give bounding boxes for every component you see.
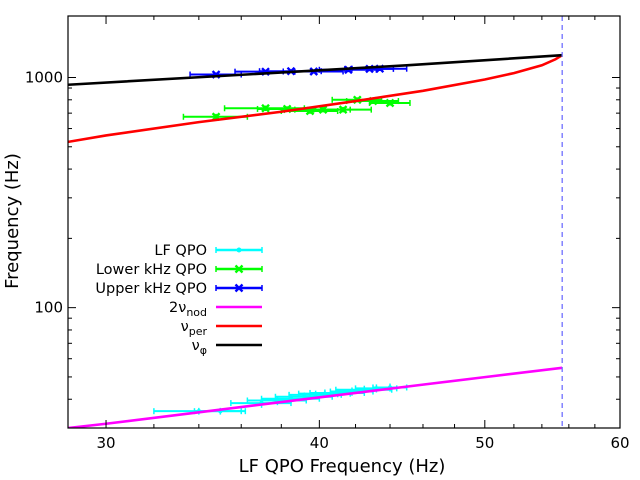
data-point-lower-khz-qpo xyxy=(368,98,411,108)
x-marker xyxy=(385,98,395,108)
legend-label-main: ν xyxy=(181,319,189,335)
legend-label: LF QPO xyxy=(154,243,207,259)
legend-entry-nu-phi: νφ xyxy=(192,338,262,357)
x-tick-label: 30 xyxy=(96,434,115,452)
axes: 30 40 50 60 100 1000 xyxy=(25,15,630,452)
legend-entry-lf-qpo: LF QPO xyxy=(154,243,263,259)
series-line-nu-phi xyxy=(68,53,563,87)
x-tick-label: 40 xyxy=(310,434,329,452)
x-tick-label: 60 xyxy=(610,434,629,452)
plot-area xyxy=(68,16,563,428)
legend-label-subscript: nod xyxy=(186,306,207,319)
data-point-lower-khz-qpo xyxy=(313,105,372,114)
legend-label: 2νnod xyxy=(169,300,207,319)
legend-label-main: ν xyxy=(192,338,200,354)
legend-swatch-marker xyxy=(236,247,242,253)
legend-label: νφ xyxy=(192,338,207,357)
legend-label-main: LF QPO xyxy=(154,243,207,259)
x-tick-label: 50 xyxy=(475,434,494,452)
plot-frame xyxy=(67,15,621,429)
legend-label: Lower kHz QPO xyxy=(96,262,207,278)
series-line-2nu-nod xyxy=(68,366,563,428)
plot-content xyxy=(68,16,563,428)
legend-entry-2nu-nod: 2νnod xyxy=(169,300,262,319)
legend-swatch-marker xyxy=(234,264,244,274)
y-axis-label: Frequency (Hz) xyxy=(2,153,23,289)
legend-label-subscript: per xyxy=(189,325,208,338)
legend-entry-nu-per: νper xyxy=(181,319,262,338)
legend-label: νper xyxy=(181,319,208,338)
legend-label-main: 2ν xyxy=(169,300,186,316)
series-line-nu-per xyxy=(68,54,563,144)
legend-label-subscript: φ xyxy=(200,344,207,357)
legend-entry-upper-khz-qpo: Upper kHz QPO xyxy=(95,281,263,297)
legend-label-main: Lower kHz QPO xyxy=(96,262,207,278)
x-marker xyxy=(338,105,348,114)
legend-label: Upper kHz QPO xyxy=(95,281,207,297)
legend-label-main: Upper kHz QPO xyxy=(95,281,207,297)
y-tick-label: 1000 xyxy=(25,68,63,86)
y-tick-label: 100 xyxy=(34,299,63,317)
legend-entry-lower-khz-qpo: Lower kHz QPO xyxy=(96,262,263,278)
x-axis-label: LF QPO Frequency (Hz) xyxy=(239,456,446,477)
legend-swatch-marker xyxy=(234,283,244,293)
